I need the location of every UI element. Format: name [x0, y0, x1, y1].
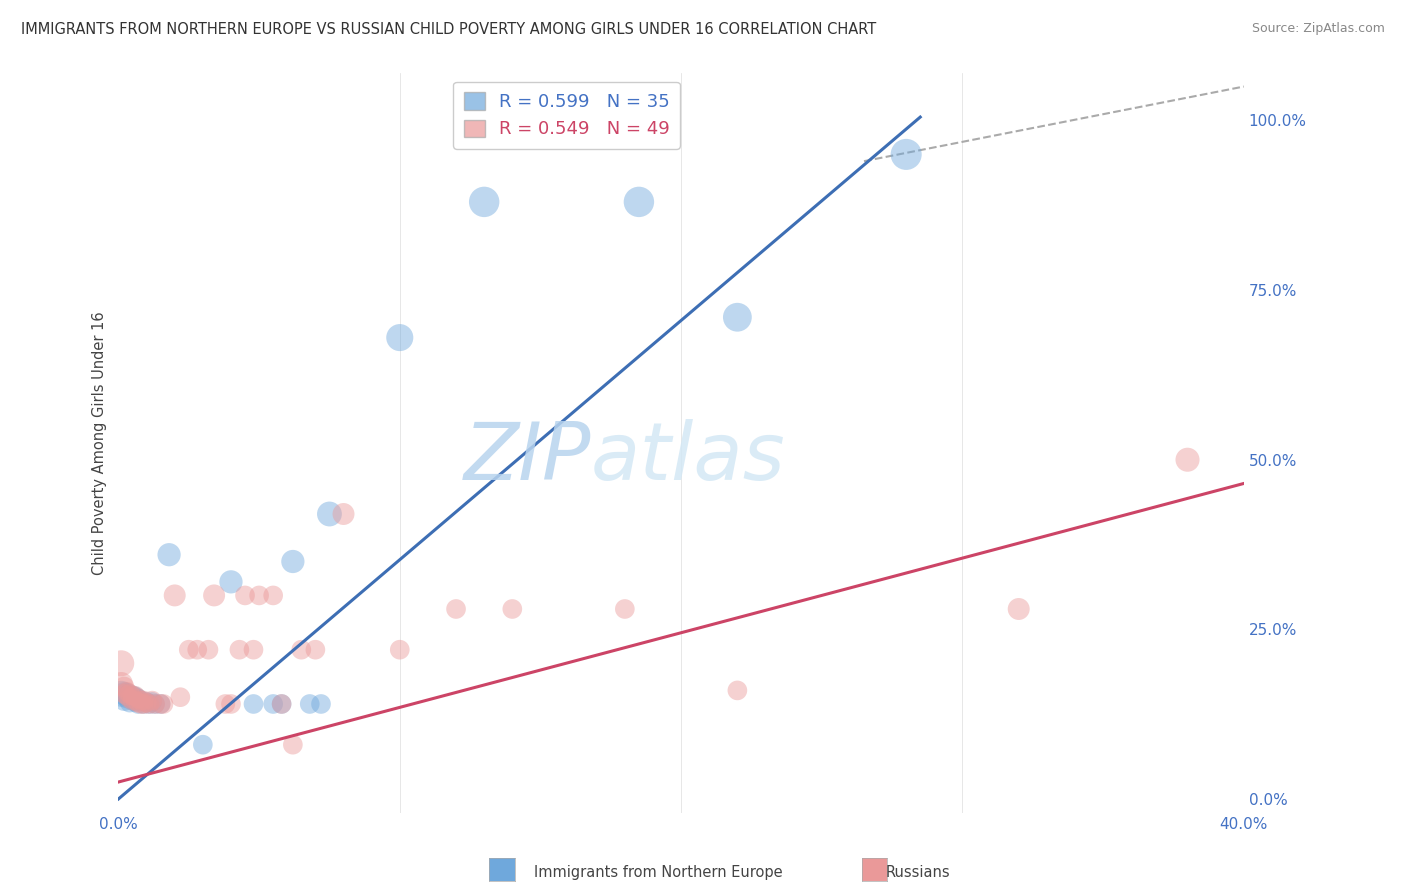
- Point: [115, 691, 138, 706]
- Point: [186, 642, 208, 657]
- Point: [202, 589, 225, 603]
- Point: [725, 310, 748, 325]
- Point: [149, 697, 172, 711]
- Point: [127, 696, 149, 710]
- Point: [214, 697, 236, 711]
- Text: IMMIGRANTS FROM NORTHERN EUROPE VS RUSSIAN CHILD POVERTY AMONG GIRLS UNDER 16 CO: IMMIGRANTS FROM NORTHERN EUROPE VS RUSSI…: [21, 22, 876, 37]
- Point: [115, 689, 138, 703]
- Point: [281, 738, 304, 752]
- Point: [613, 602, 636, 616]
- Point: [129, 693, 152, 707]
- Point: [228, 642, 250, 657]
- Point: [304, 642, 326, 657]
- Point: [242, 642, 264, 657]
- Point: [143, 697, 166, 711]
- Point: [121, 689, 143, 703]
- Point: [197, 642, 219, 657]
- Text: Immigrants from Northern Europe: Immigrants from Northern Europe: [534, 865, 783, 880]
- Point: [444, 602, 467, 616]
- Point: [627, 194, 650, 209]
- Point: [121, 689, 143, 703]
- Point: [163, 589, 186, 603]
- Point: [112, 680, 135, 694]
- Point: [124, 690, 146, 705]
- Point: [247, 589, 270, 603]
- Point: [118, 691, 141, 706]
- Point: [270, 697, 292, 711]
- Point: [124, 693, 146, 707]
- Point: [501, 602, 523, 616]
- Point: [472, 194, 495, 209]
- Point: [135, 695, 157, 709]
- Point: [141, 693, 163, 707]
- Point: [127, 691, 149, 706]
- Point: [1177, 452, 1199, 467]
- Point: [118, 687, 141, 701]
- Point: [138, 697, 160, 711]
- Point: [388, 642, 411, 657]
- Point: [149, 697, 172, 711]
- Y-axis label: Child Poverty Among Girls Under 16: Child Poverty Among Girls Under 16: [93, 311, 107, 574]
- Point: [124, 695, 146, 709]
- Point: [112, 687, 135, 701]
- Point: [388, 330, 411, 344]
- Point: [110, 657, 132, 671]
- Point: [124, 689, 146, 703]
- Point: [115, 685, 138, 699]
- Point: [115, 687, 138, 701]
- Point: [318, 507, 340, 521]
- Point: [219, 574, 242, 589]
- Point: [121, 693, 143, 707]
- Text: atlas: atlas: [591, 418, 786, 497]
- Point: [138, 697, 160, 711]
- Point: [152, 697, 174, 711]
- Point: [298, 697, 321, 711]
- Point: [141, 695, 163, 709]
- Point: [112, 687, 135, 701]
- Text: Source: ZipAtlas.com: Source: ZipAtlas.com: [1251, 22, 1385, 36]
- Point: [219, 697, 242, 711]
- Point: [132, 697, 155, 711]
- Point: [290, 642, 312, 657]
- Point: [177, 642, 200, 657]
- Point: [309, 697, 332, 711]
- Point: [118, 696, 141, 710]
- Point: [132, 697, 155, 711]
- Text: ZIP: ZIP: [464, 418, 591, 497]
- Point: [127, 691, 149, 706]
- Point: [1008, 602, 1031, 616]
- Point: [262, 697, 284, 711]
- Point: [233, 589, 256, 603]
- Point: [129, 693, 152, 707]
- Point: [127, 697, 149, 711]
- Text: Russians: Russians: [886, 865, 950, 880]
- Point: [281, 554, 304, 568]
- Point: [169, 690, 191, 705]
- Point: [191, 738, 214, 752]
- Point: [135, 696, 157, 710]
- Point: [132, 693, 155, 707]
- Point: [110, 687, 132, 701]
- Legend: R = 0.599   N = 35, R = 0.549   N = 49: R = 0.599 N = 35, R = 0.549 N = 49: [454, 82, 679, 149]
- Point: [129, 697, 152, 711]
- Point: [896, 147, 918, 161]
- Point: [242, 697, 264, 711]
- Point: [112, 693, 135, 707]
- Point: [121, 693, 143, 707]
- Point: [332, 507, 354, 521]
- Point: [157, 548, 180, 562]
- Point: [270, 697, 292, 711]
- Point: [143, 697, 166, 711]
- Point: [118, 690, 141, 705]
- Point: [262, 589, 284, 603]
- Point: [110, 676, 132, 690]
- Point: [725, 683, 748, 698]
